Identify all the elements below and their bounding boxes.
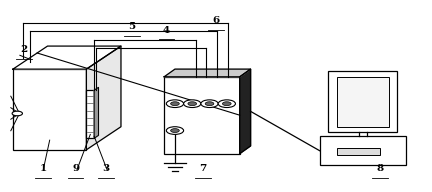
Bar [337, 148, 380, 155]
Bar [320, 136, 406, 165]
Polygon shape [13, 46, 121, 69]
Polygon shape [240, 69, 251, 154]
Circle shape [171, 129, 179, 132]
Polygon shape [86, 46, 121, 150]
Text: 7: 7 [200, 164, 206, 173]
Text: 2: 2 [20, 45, 27, 54]
Bar [86, 90, 94, 138]
Text: 9: 9 [72, 164, 79, 173]
Circle shape [166, 100, 184, 108]
Circle shape [171, 102, 179, 106]
Text: 3: 3 [102, 164, 109, 173]
Text: 1: 1 [40, 164, 47, 173]
Bar [13, 69, 86, 150]
Bar [337, 77, 389, 127]
Text: 8: 8 [377, 164, 384, 173]
Circle shape [201, 100, 218, 108]
Circle shape [218, 100, 235, 108]
Circle shape [205, 102, 214, 106]
Circle shape [222, 102, 231, 106]
Bar [328, 71, 397, 132]
Text: 4: 4 [163, 26, 170, 35]
Polygon shape [164, 69, 251, 77]
Text: 6: 6 [213, 16, 219, 25]
Circle shape [184, 100, 201, 108]
Text: 5: 5 [128, 22, 135, 31]
Circle shape [188, 102, 197, 106]
Bar [164, 77, 240, 154]
Circle shape [166, 127, 184, 134]
Polygon shape [94, 87, 98, 138]
Circle shape [12, 111, 22, 116]
